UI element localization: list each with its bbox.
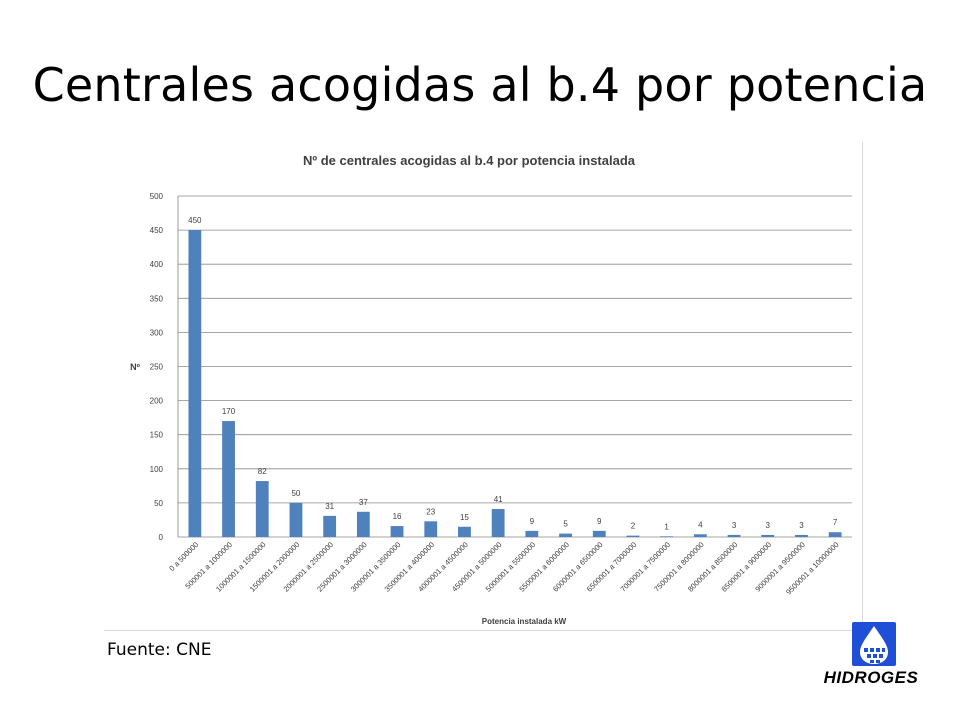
data-label: 3 (799, 521, 804, 530)
bar (559, 533, 572, 537)
bar (828, 532, 842, 537)
data-label: 3 (732, 521, 737, 530)
data-label: 23 (426, 507, 435, 516)
data-label: 9 (530, 517, 535, 526)
y-tick-label: 250 (150, 363, 164, 372)
data-label: 50 (291, 489, 300, 498)
bar (356, 511, 370, 537)
data-label: 1 (664, 522, 669, 531)
bar (727, 534, 741, 537)
bar (222, 421, 235, 537)
bar (289, 502, 303, 537)
y-tick-label: 200 (150, 397, 164, 406)
bar (491, 509, 505, 537)
bar (795, 534, 808, 537)
water-drop-logo-icon (852, 622, 896, 666)
data-label: 5 (563, 520, 568, 529)
data-label: 82 (258, 467, 267, 476)
data-label: 31 (325, 502, 334, 511)
data-label: 41 (494, 495, 503, 504)
y-tick-label: 50 (154, 499, 163, 508)
data-label: 9 (597, 517, 602, 526)
y-tick-label: 300 (150, 328, 164, 337)
y-tick-label: 100 (150, 465, 164, 474)
hidroges-logo: HIDROGES (806, 618, 936, 692)
bar (323, 515, 337, 537)
bar (660, 536, 674, 538)
y-tick-label: 350 (150, 294, 164, 303)
bar (761, 534, 775, 537)
source-note: Fuente: CNE (107, 640, 212, 660)
bar (693, 534, 707, 537)
bars (188, 230, 842, 538)
bar (424, 521, 438, 537)
data-label: 170 (222, 407, 236, 416)
bar (390, 526, 404, 537)
bar (255, 481, 269, 537)
y-tick-labels: 0 50 100 150 200 250 300 350 400 450 500 (150, 192, 164, 542)
y-tick-label: 450 (150, 226, 164, 235)
slide-title: Centrales acogidas al b.4 por potencia (32, 58, 928, 112)
logo-wordmark: HIDROGES (823, 668, 919, 687)
bar (525, 530, 539, 537)
y-tick-label: 0 (159, 533, 164, 542)
data-label: 16 (393, 512, 402, 521)
y-tick-label: 400 (150, 260, 164, 269)
x-tick-label: 0 a 500000 (167, 540, 200, 573)
data-label: 7 (833, 518, 838, 527)
y-axis-label: Nº (130, 362, 140, 372)
data-label: 4 (698, 520, 703, 529)
gridlines (177, 195, 852, 538)
chart-container: 0 50 100 150 200 250 300 350 400 450 500 450 170 82 5… (104, 142, 863, 631)
data-label: 2 (631, 522, 636, 531)
y-tick-label: 500 (150, 192, 164, 201)
data-label: 3 (766, 521, 771, 530)
data-label: 15 (460, 513, 469, 522)
bar (458, 526, 471, 537)
bar (626, 535, 640, 537)
x-axis-label: Potencia instalada kW (482, 617, 567, 626)
y-tick-label: 150 (150, 431, 164, 440)
bar (188, 230, 202, 537)
bar (592, 530, 606, 537)
data-label: 450 (188, 216, 202, 225)
data-label: 37 (359, 498, 368, 507)
chart-title: Nº de centrales acogidas al b.4 por pote… (303, 153, 636, 168)
